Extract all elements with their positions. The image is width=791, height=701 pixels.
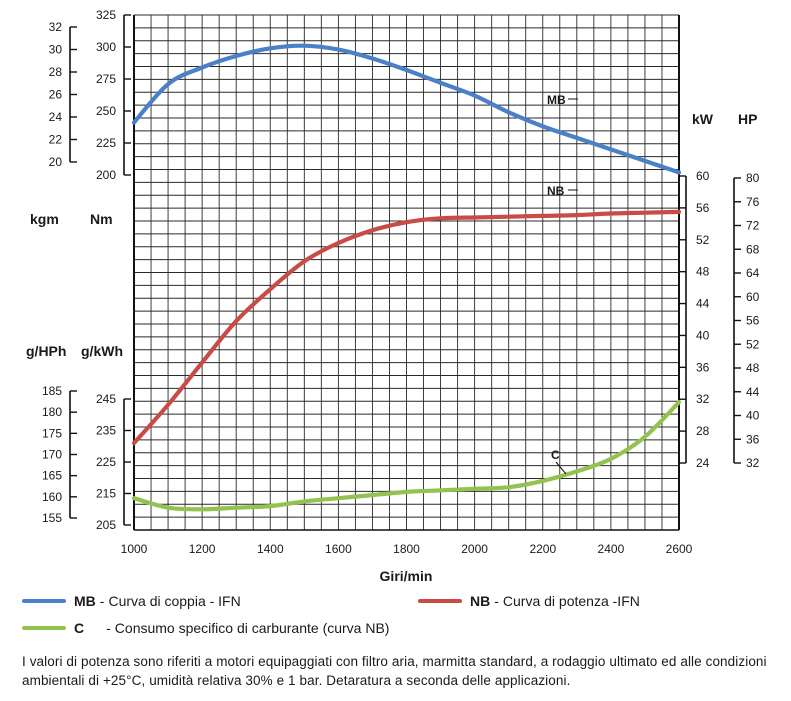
hp-tick-label-40: 40	[746, 409, 760, 423]
hp-tick-label-48: 48	[746, 361, 760, 375]
ghph-tick-label-175: 175	[42, 426, 62, 440]
x-tick-label-2400: 2400	[598, 542, 625, 556]
kw-tick-label-32: 32	[696, 392, 710, 406]
x-tick-label-1400: 1400	[257, 542, 284, 556]
hp-tick-label-32: 32	[746, 456, 760, 470]
kw-tick-label-56: 56	[696, 201, 710, 215]
legend-swatch-nb	[418, 599, 462, 603]
curve-label-nb: NB	[547, 184, 565, 198]
ghph-tick-label-165: 165	[42, 469, 62, 483]
hp-tick-label-52: 52	[746, 337, 760, 351]
kw-tick-label-48: 48	[696, 265, 710, 279]
unit-label-kgm: kgm	[30, 211, 59, 227]
ghph-tick-label-155: 155	[42, 511, 62, 525]
kw-tick-label-36: 36	[696, 360, 710, 374]
unit-label-nm: Nm	[90, 211, 113, 227]
x-tick-label-1600: 1600	[325, 542, 352, 556]
kw-tick-label-28: 28	[696, 424, 710, 438]
curve-label-c-leader	[555, 461, 567, 475]
unit-label-kw: kW	[692, 111, 714, 127]
gkwh-tick-label-215: 215	[96, 487, 116, 501]
curve-label-c: C	[551, 448, 560, 462]
kgm-tick-label-28: 28	[49, 65, 63, 79]
ghph-tick-label-170: 170	[42, 448, 62, 462]
unit-label-hp: HP	[738, 111, 757, 127]
legend-item-mb: MB - Curva di coppia - IFN	[22, 593, 241, 609]
kw-tick-label-40: 40	[696, 328, 710, 342]
hp-tick-label-64: 64	[746, 266, 760, 280]
nm-tick-label-300: 300	[96, 40, 116, 54]
hp-tick-label-36: 36	[746, 432, 760, 446]
kgm-tick-label-26: 26	[49, 88, 63, 102]
legend-code-c: C	[74, 620, 85, 636]
nm-tick-label-225: 225	[96, 136, 116, 150]
legend-sep-c: -	[106, 620, 111, 636]
legend-swatch-mb	[22, 599, 66, 603]
kgm-tick-label-32: 32	[49, 20, 63, 34]
series-line-nb	[131, 209, 682, 446]
legend-swatch-c	[22, 626, 66, 630]
nm-tick-label-275: 275	[96, 72, 116, 86]
legend-code-mb: MB	[74, 593, 96, 609]
kw-tick-label-52: 52	[696, 233, 710, 247]
legend-sep-mb: -	[99, 593, 105, 609]
kgm-tick-label-24: 24	[49, 110, 63, 124]
performance-chart: 1000 1200 1400 1600 1800 2000 2200 2400 2600 Giri…	[26, 8, 760, 584]
hp-tick-label-80: 80	[746, 171, 760, 185]
hp-tick-label-72: 72	[746, 219, 760, 233]
hp-tick-label-56: 56	[746, 314, 760, 328]
hp-tick-label-44: 44	[746, 385, 760, 399]
hp-tick-label-60: 60	[746, 290, 760, 304]
x-tick-label-2000: 2000	[461, 542, 488, 556]
kw-tick-label-44: 44	[696, 297, 710, 311]
unit-label-gkwh: g/kWh	[81, 343, 123, 359]
kw-tick-label-24: 24	[696, 456, 710, 470]
legend-text-nb: Curva di potenza -IFN	[502, 593, 640, 609]
kgm-tick-label-20: 20	[49, 155, 63, 169]
x-tick-label-2600: 2600	[666, 542, 693, 556]
unit-label-ghph: g/HPh	[26, 343, 66, 359]
nm-tick-label-325: 325	[96, 8, 116, 22]
legend-item-nb: NB - Curva di potenza -IFN	[418, 593, 640, 609]
hp-tick-label-68: 68	[746, 242, 760, 256]
hp-tick-label-76: 76	[746, 195, 760, 209]
footnote: I valori di potenza sono riferiti a moto…	[22, 654, 767, 688]
curve-label-mb: MB	[547, 93, 566, 107]
gkwh-tick-label-225: 225	[96, 455, 116, 469]
nm-tick-label-250: 250	[96, 104, 116, 118]
kgm-tick-label-30: 30	[49, 43, 63, 57]
nm-tick-label-200: 200	[96, 168, 116, 182]
gkwh-tick-label-205: 205	[96, 518, 116, 532]
ghph-tick-label-185: 185	[42, 384, 62, 398]
legend-code-nb: NB	[470, 593, 491, 609]
x-tick-label-1000: 1000	[121, 542, 148, 556]
ghph-tick-label-180: 180	[42, 405, 62, 419]
legend-item-c: C - Consumo specifico di carburante (cur…	[22, 620, 389, 636]
x-axis-title: Giri/min	[380, 568, 433, 584]
kgm-tick-label-22: 22	[49, 133, 63, 147]
kw-tick-label-60: 60	[696, 169, 710, 183]
gkwh-tick-label-245: 245	[96, 392, 116, 406]
ghph-tick-label-160: 160	[42, 490, 62, 504]
series-line-mb	[131, 43, 682, 175]
x-tick-label-1200: 1200	[189, 542, 216, 556]
gkwh-tick-label-235: 235	[96, 424, 116, 438]
legend-sep-nb: -	[494, 593, 499, 609]
legend-text-c: Consumo specifico di carburante (curva N…	[114, 620, 390, 636]
legend-text-mb: Curva di coppia - IFN	[108, 593, 241, 609]
series-line-c	[131, 400, 682, 512]
x-tick-label-1800: 1800	[393, 542, 420, 556]
x-tick-label-2200: 2200	[529, 542, 556, 556]
